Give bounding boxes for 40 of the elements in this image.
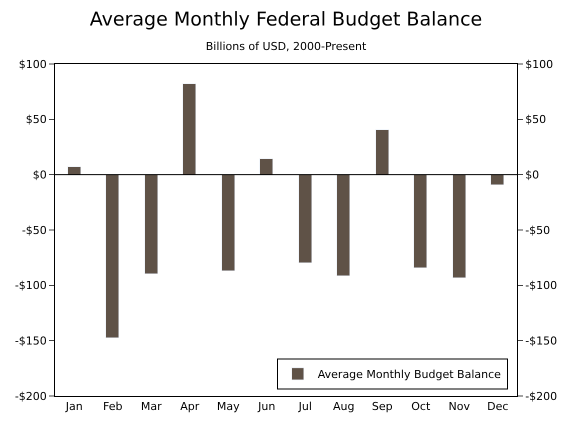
bar <box>376 130 389 175</box>
bar <box>452 174 466 278</box>
legend-label: Average Monthly Budget Balance <box>318 368 502 382</box>
y2-tick-label: -$100 <box>525 279 558 292</box>
y-tick-label: -$150 <box>14 334 47 348</box>
y-tick-label: -$100 <box>14 279 47 292</box>
bar <box>182 84 196 175</box>
y-tick-label: $100 <box>18 58 47 71</box>
x-tick-label: Sep <box>372 400 393 414</box>
y2-tick-label: $0 <box>525 168 540 182</box>
bar <box>260 158 273 175</box>
x-tick-label: May <box>216 400 240 414</box>
x-tick-label: Jan <box>64 400 83 414</box>
x-tick-label: Feb <box>103 400 122 414</box>
chart-subtitle: Billions of USD, 2000-Present <box>206 40 367 54</box>
y-tick-label: -$50 <box>22 224 47 237</box>
y2-tick-label: -$200 <box>525 390 558 403</box>
x-tick-label: Dec <box>487 400 508 414</box>
bar <box>414 174 427 268</box>
x-tick-label: Jun <box>257 400 276 414</box>
y2-tick-label: -$150 <box>525 334 558 348</box>
x-tick-label: Oct <box>411 400 431 414</box>
y-tick-label: $0 <box>32 168 47 182</box>
bar <box>106 174 119 338</box>
y-tick-label: $50 <box>26 113 47 126</box>
y2-tick-label: $50 <box>525 113 546 126</box>
y2-tick-label: -$50 <box>525 224 550 237</box>
chart-title: Average Monthly Federal Budget Balance <box>90 8 482 30</box>
bar <box>298 174 312 263</box>
x-tick-label: Jul <box>298 400 312 414</box>
y2-tick-label: $100 <box>525 58 554 71</box>
x-tick-label: Nov <box>448 400 470 414</box>
x-tick-label: Mar <box>140 400 162 414</box>
bar <box>336 174 350 276</box>
x-tick-label: Aug <box>333 400 354 414</box>
x-tick-label: Apr <box>180 400 200 414</box>
bar <box>222 174 235 271</box>
bar <box>490 174 504 185</box>
bar <box>144 174 158 274</box>
y-tick-label: -$200 <box>14 390 47 403</box>
